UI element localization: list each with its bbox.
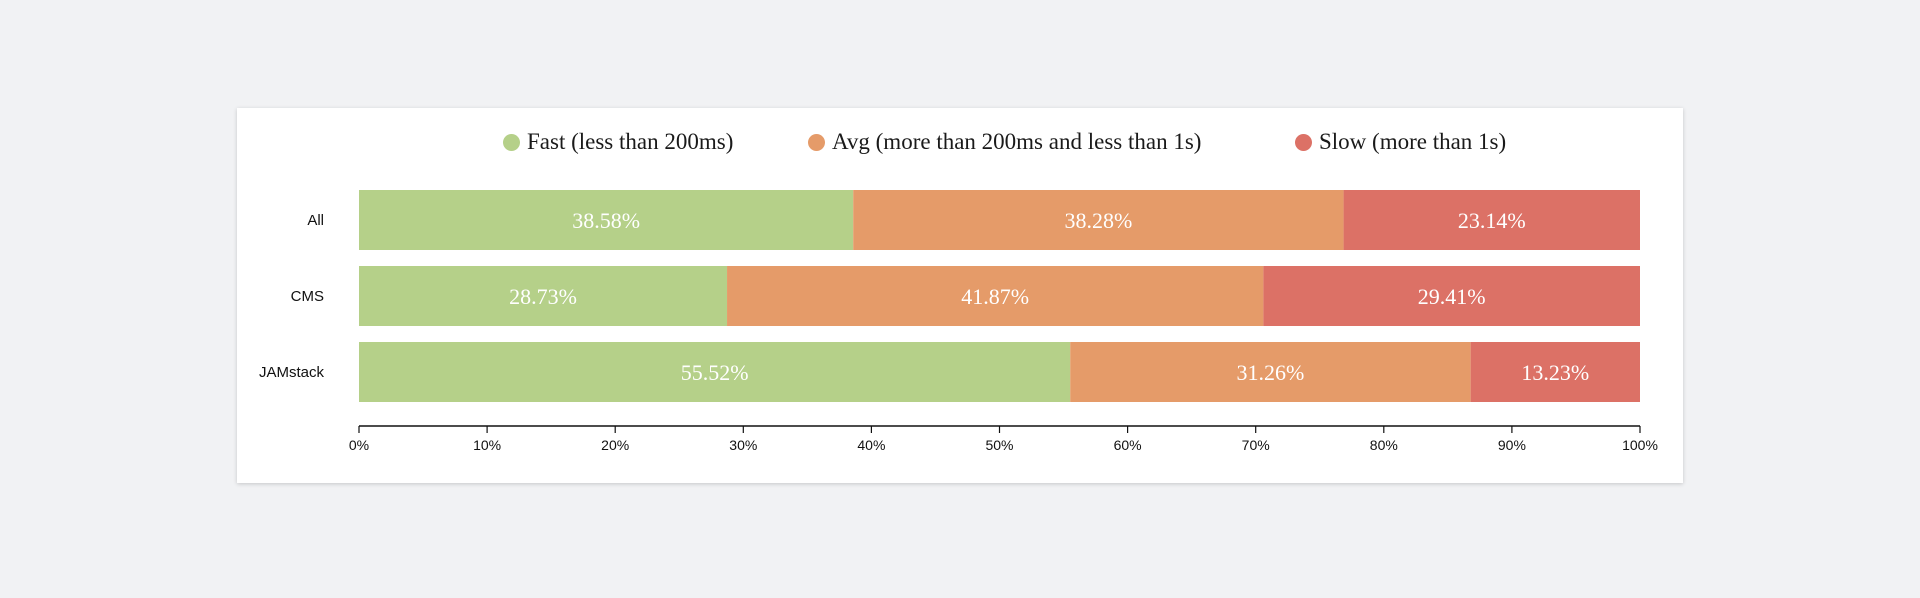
x-axis: 0% 10% 20% 30% 40% 50% 60% 70% 80% 90% 100%	[349, 425, 1658, 453]
bar-segment-slow	[1263, 266, 1640, 326]
bar-segment-avg	[1070, 342, 1471, 402]
legend-label-fast: Fast (less than 200ms)	[527, 129, 734, 154]
category-labels: All CMS JAMstack	[259, 212, 325, 381]
x-tick-label: 50%	[985, 437, 1013, 453]
data-label: 29.41%	[1418, 284, 1486, 309]
chart-card: Fast (less than 200ms) Avg (more than 20…	[237, 108, 1683, 483]
legend-label-avg: Avg (more than 200ms and less than 1s)	[832, 129, 1202, 154]
x-tick-label: 0%	[349, 437, 369, 453]
legend-swatch-fast	[503, 133, 520, 151]
x-tick-label: 80%	[1370, 437, 1398, 453]
bar-segment-avg	[727, 266, 1264, 326]
x-tick-label: 30%	[729, 437, 757, 453]
category-label: All	[307, 212, 324, 229]
x-tick-label: 90%	[1498, 437, 1526, 453]
x-tick-label: 60%	[1114, 437, 1142, 453]
x-tick-label: 10%	[473, 437, 501, 453]
legend: Fast (less than 200ms) Avg (more than 20…	[237, 122, 1683, 162]
x-tick-label: 100%	[1622, 437, 1658, 453]
bars-layer: 38.58% 38.28% 23.14% 28.73% 41.87% 29.41% 55.5…	[359, 190, 1640, 402]
x-tick-label: 40%	[857, 437, 885, 453]
legend-item-slow: Slow (more than 1s)	[1295, 122, 1506, 162]
data-label: 38.28%	[1064, 208, 1132, 233]
data-label: 38.58%	[572, 208, 640, 233]
legend-swatch-slow	[1295, 133, 1312, 151]
data-label: 55.52%	[681, 360, 749, 385]
bar-segment-fast	[359, 266, 728, 326]
bar-segment-slow	[1343, 190, 1640, 250]
bar-segment-fast	[359, 342, 1071, 402]
x-tick-label: 20%	[601, 437, 629, 453]
bar-segment-slow	[1470, 342, 1640, 402]
data-label: 13.23%	[1521, 360, 1589, 385]
legend-item-fast: Fast (less than 200ms)	[503, 122, 733, 162]
bar-segment-fast	[359, 190, 854, 250]
category-label: CMS	[291, 288, 324, 305]
x-tick-label: 70%	[1242, 437, 1270, 453]
data-label: 31.26%	[1237, 360, 1305, 385]
data-label: 23.14%	[1458, 208, 1526, 233]
bar-segment-avg	[853, 190, 1344, 250]
legend-label-slow: Slow (more than 1s)	[1319, 129, 1507, 154]
data-label: 28.73%	[509, 284, 577, 309]
legend-swatch-avg	[808, 133, 825, 151]
stacked-bar-chart: 38.58% 38.28% 23.14% 28.73% 41.87% 29.41% 55.5…	[259, 190, 1658, 453]
legend-item-avg: Avg (more than 200ms and less than 1s)	[808, 122, 1201, 162]
category-label: JAMstack	[259, 364, 325, 381]
data-label: 41.87%	[961, 284, 1029, 309]
